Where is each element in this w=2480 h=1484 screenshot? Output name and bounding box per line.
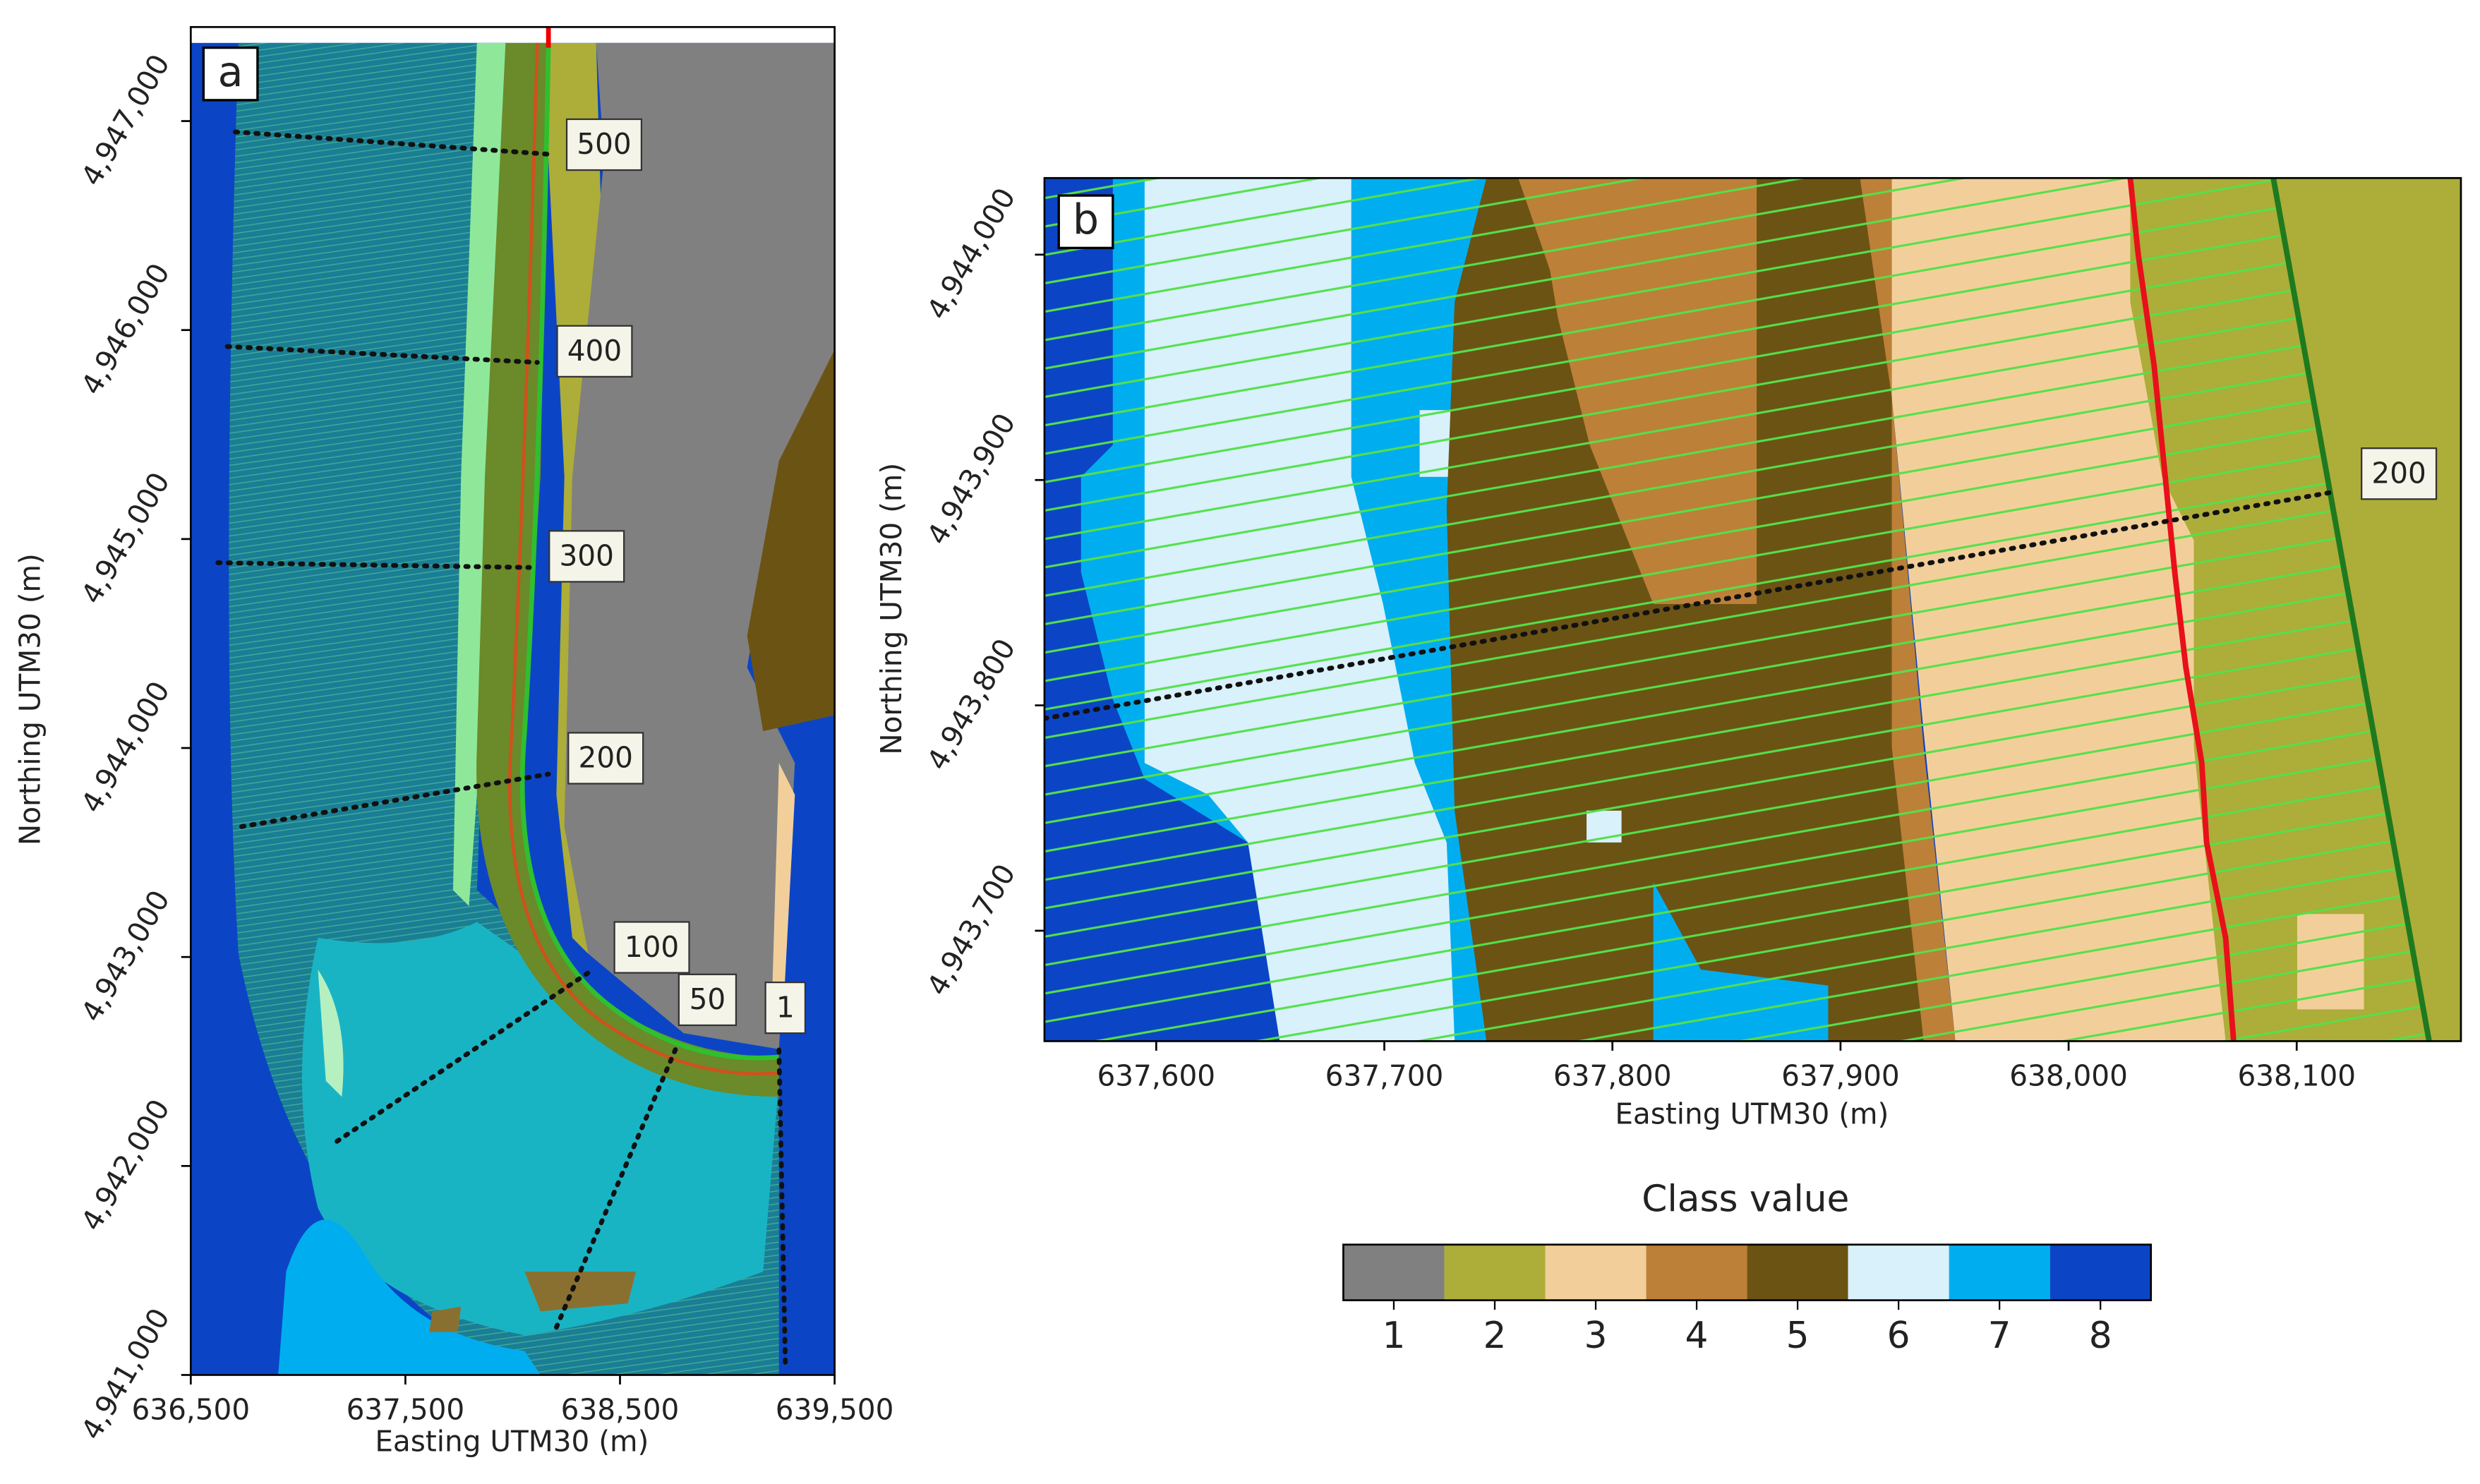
colorbar-cell <box>2049 1244 2151 1301</box>
colorbar-cell <box>1848 1244 1949 1301</box>
y-tick-label: 4,943,000 <box>74 884 176 1027</box>
x-axis-label: Easting UTM30 (m) <box>375 1425 649 1459</box>
transect-label: 400 <box>567 334 622 368</box>
transect-label-box <box>678 973 738 1027</box>
y-tick-label: 4,946,000 <box>74 258 176 401</box>
y-tick-label: 4,944,000 <box>920 182 1023 325</box>
colorbar-label: 3 <box>1584 1315 1608 1357</box>
colorbar-cell <box>1646 1244 1747 1301</box>
map-a <box>191 27 835 1375</box>
axes-frame <box>1043 176 2462 1042</box>
x-tick-label: 638,000 <box>2009 1059 2128 1093</box>
transect-label-box <box>2361 447 2438 500</box>
transect-label-box <box>556 325 633 378</box>
x-tick-label: 638,100 <box>2237 1059 2356 1093</box>
colorbar-label: 8 <box>2089 1315 2112 1357</box>
colorbar-label: 5 <box>1786 1315 1810 1357</box>
y-tick-label: 4,943,800 <box>920 633 1023 776</box>
colorbar-label: 1 <box>1382 1315 1405 1357</box>
y-tick-label: 4,947,000 <box>74 49 176 192</box>
x-tick-label: 637,500 <box>347 1393 465 1427</box>
transect-label: 200 <box>2371 457 2426 490</box>
colorbar-cell <box>1747 1244 1848 1301</box>
x-tick-label: 639,500 <box>776 1393 894 1427</box>
colorbar-cell <box>1343 1244 1445 1301</box>
panel-label: a <box>218 48 243 96</box>
transect-label-box <box>548 530 625 583</box>
transect-label: 500 <box>577 127 631 161</box>
colorbar-label: 7 <box>1988 1315 2011 1357</box>
y-tick-label: 4,945,000 <box>74 466 176 610</box>
transect-label: 100 <box>625 930 679 964</box>
x-tick-label: 636,500 <box>132 1393 251 1427</box>
colorbar-cell <box>1444 1244 1546 1301</box>
axes-frame <box>189 25 836 1376</box>
transect-label: 300 <box>560 539 614 573</box>
y-tick-label: 4,944,000 <box>74 675 176 819</box>
colorbar-cell <box>1545 1244 1647 1301</box>
panel-label: b <box>1073 195 1099 243</box>
transect-label: 50 <box>690 982 726 1016</box>
x-tick-label: 637,600 <box>1097 1059 1215 1093</box>
transect-label-box <box>764 981 807 1034</box>
panel-label-box <box>202 46 259 102</box>
x-tick-label: 638,500 <box>561 1393 680 1427</box>
x-tick-label: 637,800 <box>1553 1059 1672 1093</box>
y-axis-label: Northing UTM30 (m) <box>13 553 47 845</box>
colorbar-label: 6 <box>1887 1315 1910 1357</box>
transect-label: 1 <box>776 990 795 1024</box>
transect-label-box <box>565 118 643 171</box>
transect-label-box <box>567 732 644 785</box>
colorbar-frame <box>1342 1243 2153 1301</box>
map-b <box>1044 178 2461 1042</box>
y-tick-label: 4,942,000 <box>74 1093 176 1236</box>
panel-label-box <box>1057 194 1114 250</box>
x-tick-label: 637,900 <box>1781 1059 1900 1093</box>
y-axis-label: Northing UTM30 (m) <box>874 463 908 755</box>
colorbar-cell <box>1949 1244 2050 1301</box>
transect-label-box <box>613 921 690 974</box>
x-tick-label: 637,700 <box>1325 1059 1444 1093</box>
y-tick-label: 4,943,700 <box>920 858 1023 1001</box>
x-axis-label: Easting UTM30 (m) <box>1615 1097 1889 1131</box>
colorbar-label: 2 <box>1483 1315 1506 1357</box>
legend-title: Class value <box>1642 1178 1849 1220</box>
transect-label: 200 <box>579 741 633 775</box>
colorbar-label: 4 <box>1685 1315 1709 1357</box>
y-tick-label: 4,943,900 <box>920 407 1023 550</box>
colorbar: 1 2 3 4 5 6 7 8 <box>1342 1243 2153 1357</box>
